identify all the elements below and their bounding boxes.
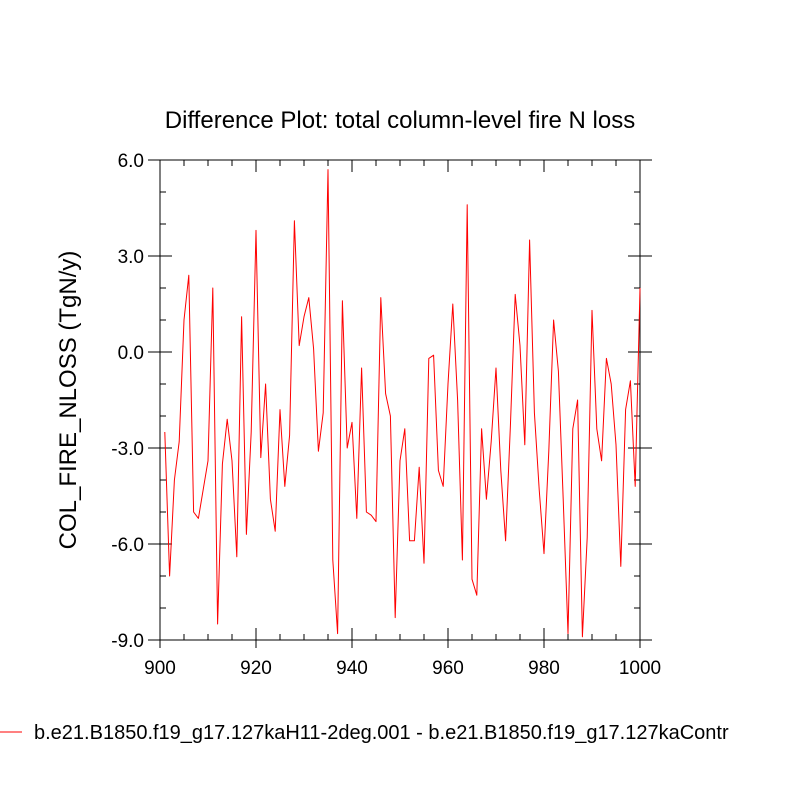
legend-label: b.e21.B1850.f19_g17.127kaH11-2deg.001 - … — [34, 722, 729, 744]
x-tick-label: 960 — [432, 658, 464, 679]
x-tick-label: 980 — [528, 658, 560, 679]
y-tick-label: -3.0 — [111, 439, 144, 460]
chart-title: Difference Plot: total column-level fire… — [165, 107, 635, 134]
legend: b.e21.B1850.f19_g17.127kaH11-2deg.001 - … — [0, 722, 729, 744]
y-tick-label: 6.0 — [118, 151, 144, 172]
x-tick-label: 940 — [336, 658, 368, 679]
plot-frame — [159, 159, 641, 641]
series-line — [164, 169, 641, 638]
y-tick-label: -6.0 — [111, 535, 144, 556]
y-axis-label: COL_FIRE_NLOSS (TgN/y) — [55, 251, 82, 550]
y-tick-label: 0.0 — [118, 343, 144, 364]
x-tick-label: 1000 — [619, 658, 661, 679]
plot-area: 900 920 940 960 980 1000 6.0 3.0 0.0 -3.0 -6.0 -9.0 — [111, 151, 661, 679]
x-tick-label: 920 — [240, 658, 272, 679]
y-tick-label: 3.0 — [118, 247, 144, 268]
y-tick-label: -9.0 — [111, 631, 144, 652]
x-tick-label: 900 — [144, 658, 176, 679]
